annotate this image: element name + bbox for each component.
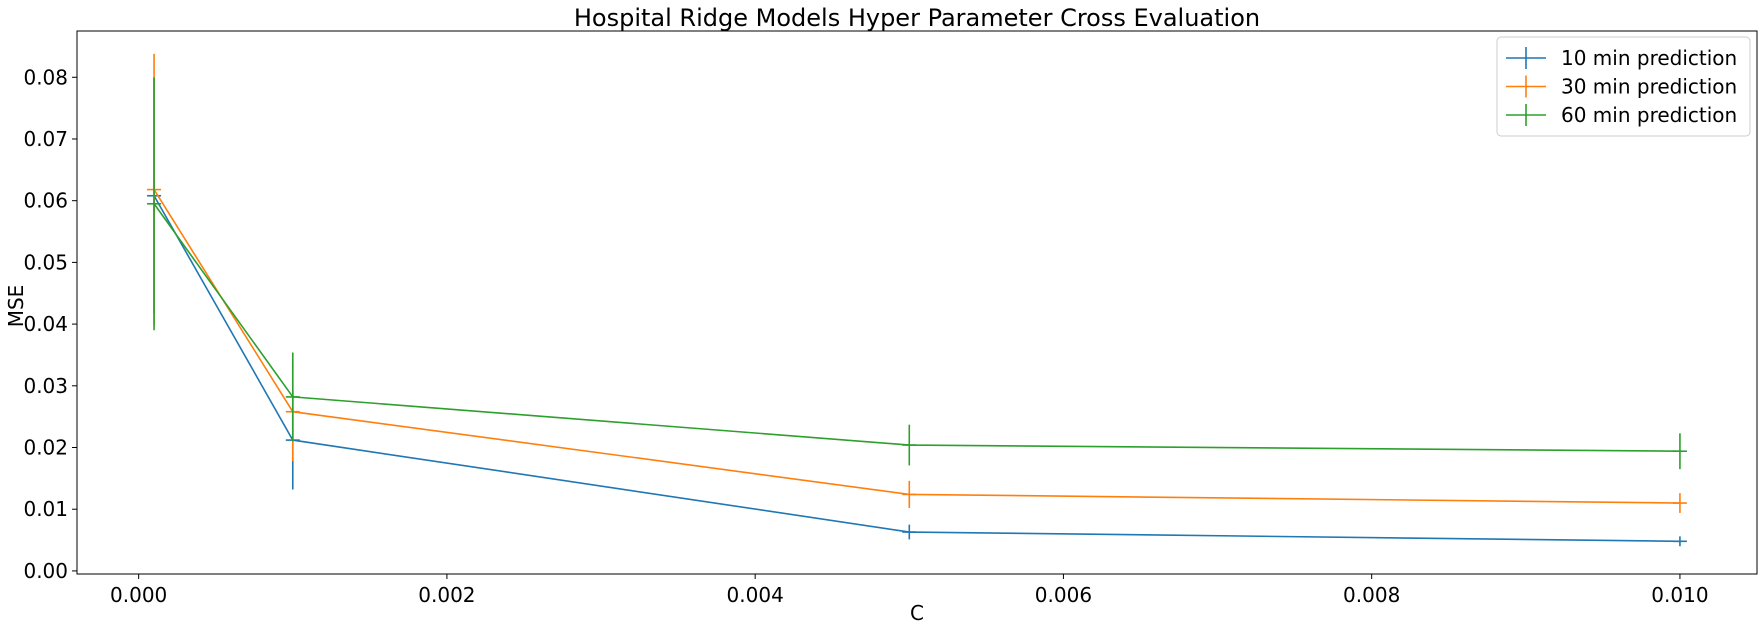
series-3 [147, 77, 1687, 470]
series-1 [147, 78, 1687, 547]
x-tick-label: 0.000 [110, 583, 167, 607]
y-tick-label: 0.04 [23, 312, 68, 336]
x-tick-label: 0.010 [1651, 583, 1708, 607]
series-line [153, 189, 1680, 504]
x-axis-title: C [910, 601, 924, 625]
y-tick-label: 0.08 [23, 65, 68, 89]
x-axis-ticks: 0.000 0.002 0.004 0.006 0.008 0.010 [110, 574, 1709, 607]
x-tick-label: 0.008 [1343, 583, 1400, 607]
x-tick-label: 0.004 [727, 583, 784, 607]
x-tick-label: 0.002 [418, 583, 475, 607]
legend-label: 30 min prediction [1561, 75, 1737, 99]
y-tick-label: 0.07 [23, 127, 68, 151]
y-tick-label: 0.02 [23, 436, 68, 460]
series-line [153, 203, 1680, 453]
y-tick-label: 0.05 [23, 250, 68, 274]
legend-item: 60 min prediction [1506, 103, 1737, 127]
y-tick-label: 0.01 [23, 497, 68, 521]
legend-item: 10 min prediction [1506, 46, 1737, 70]
chart-title: Hospital Ridge Models Hyper Parameter Cr… [574, 4, 1260, 32]
legend-item: 30 min prediction [1506, 75, 1737, 99]
x-tick-label: 0.006 [1035, 583, 1092, 607]
series-layer [147, 53, 1687, 547]
y-axis-ticks: 0.00 0.01 0.02 0.03 0.04 0.05 0.06 0.07 0.08 [23, 65, 77, 583]
series-line [153, 195, 1680, 543]
y-tick-label: 0.00 [23, 559, 68, 583]
y-tick-label: 0.03 [23, 374, 68, 398]
legend-label: 60 min prediction [1561, 103, 1737, 127]
plot-frame [76, 30, 1758, 575]
y-axis-title: MSE [4, 285, 28, 328]
legend: 10 min prediction 30 min prediction 60 min… [1496, 36, 1751, 137]
series-2 [147, 53, 1687, 513]
legend-box [1496, 36, 1751, 137]
y-tick-label: 0.06 [23, 189, 68, 213]
legend-label: 10 min prediction [1561, 46, 1737, 70]
